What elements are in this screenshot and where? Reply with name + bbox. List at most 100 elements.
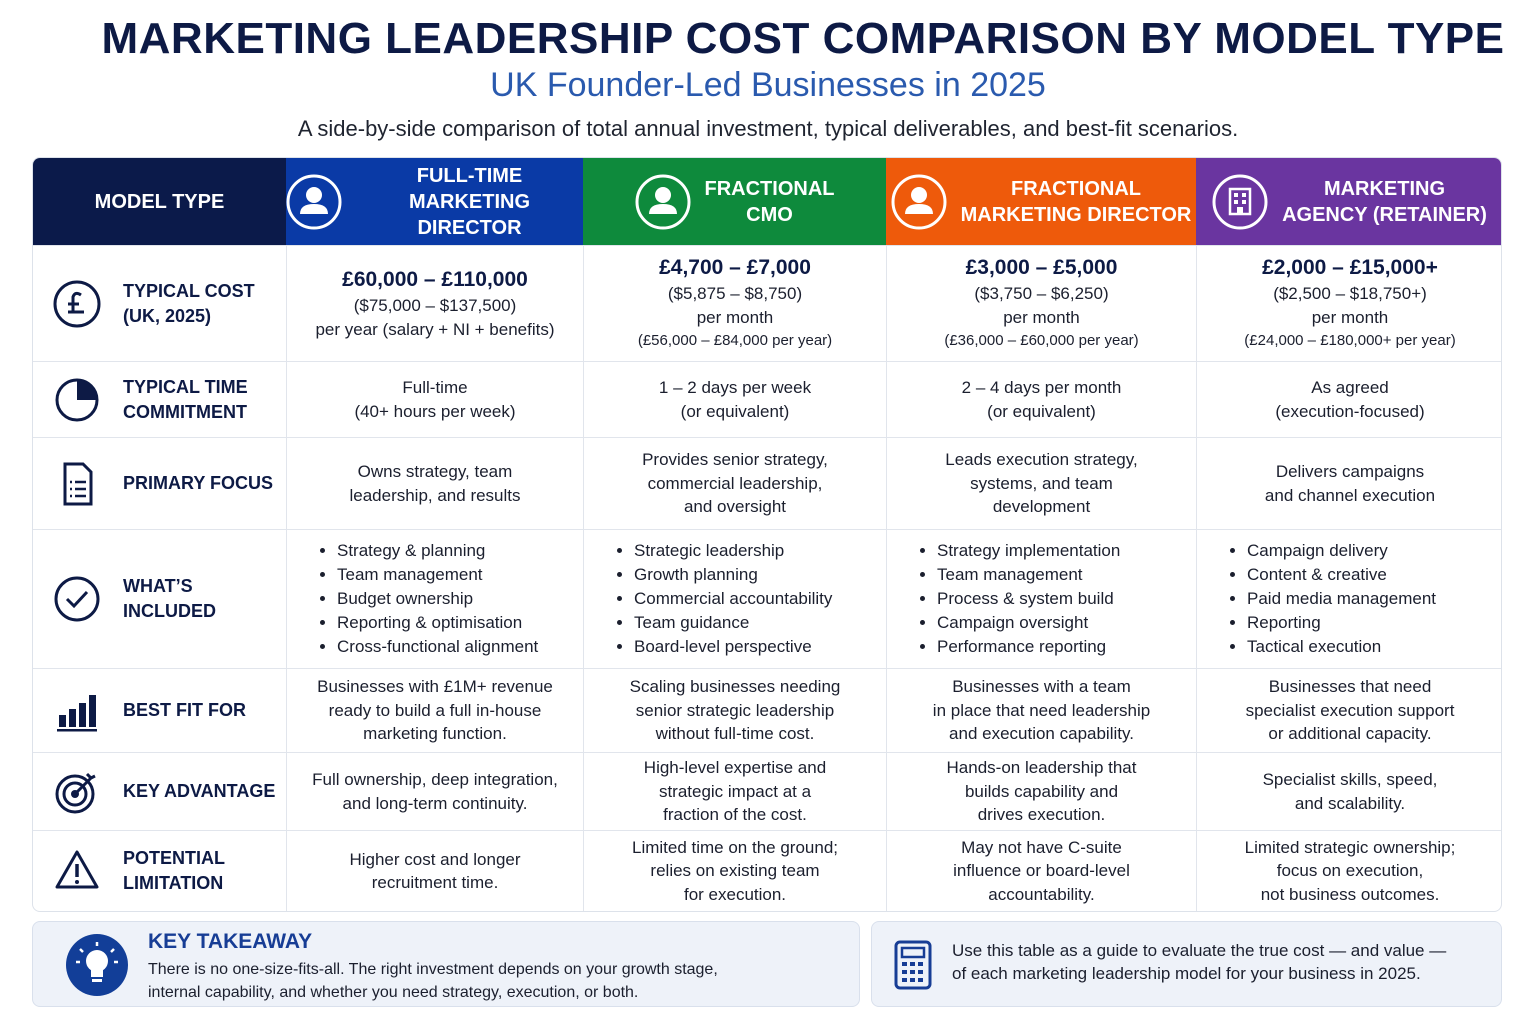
row-label-text: TYPICAL COST (UK, 2025) — [123, 279, 255, 329]
cell: Provides senior strategy, commercial lead… — [583, 437, 886, 529]
subtitle: UK Founder-Led Businesses in 2025 — [490, 66, 1046, 104]
price-usd: ($75,000 – $137,500) — [353, 296, 517, 315]
cell-line: (or equivalent) — [680, 401, 790, 421]
row-label: TYPICAL TIME COMMITMENT — [33, 361, 286, 437]
note-box: Use this table as a guide to evaluate th… — [871, 921, 1502, 1007]
row-icon — [53, 280, 101, 327]
cell-line: accountability. — [988, 884, 1095, 904]
bullet: Team management — [937, 563, 1196, 587]
calculator-icon — [894, 940, 932, 990]
cell-line: Leads execution strategy, — [945, 450, 1138, 470]
cell-line: development — [992, 497, 1091, 517]
row-icon — [54, 576, 100, 622]
column-title: FRACTIONAL MARKETING DIRECTOR — [961, 176, 1192, 228]
cell: £3,000 – £5,000 ($3,750 – $6,250) per mont… — [886, 245, 1196, 361]
cell: Hands-on leadership that builds capabilit… — [886, 752, 1196, 830]
price: £2,000 – £15,000+ — [1262, 256, 1438, 280]
price-period: per month — [696, 307, 774, 327]
cell-line: recruitment time. — [371, 873, 499, 892]
row-label-line: (UK, 2025) — [123, 305, 212, 326]
row-label-text: PRIMARY FOCUS — [123, 471, 273, 496]
cell: Leads execution strategy, systems, and te… — [886, 437, 1196, 529]
column-title-line: FRACTIONAL — [704, 177, 835, 200]
title: MARKETING LEADERSHIP COST COMPARISON BY … — [101, 14, 1505, 63]
price-period: per year (salary + NI + benefits) — [315, 319, 555, 339]
note-line: of each marketing leadership model for y… — [952, 964, 1421, 983]
cell-line: fraction of the cost. — [663, 805, 807, 825]
cell-line: without full-time cost. — [655, 724, 815, 744]
row-label-line: POTENTIAL LIMITATION — [123, 848, 225, 893]
cell-line: marketing function. — [363, 724, 507, 744]
cell: 2 – 4 days per month (or equivalent) — [886, 361, 1196, 437]
cell: Full ownership, deep integration, and lon… — [286, 752, 583, 830]
cell-line: (execution-focused) — [1275, 401, 1425, 421]
bullet: Reporting — [1247, 611, 1501, 635]
cell-line: drives execution. — [977, 805, 1106, 825]
bullet-list: Strategy & planningTeam managementBudget… — [287, 539, 583, 659]
bullet: Campaign delivery — [1247, 539, 1501, 563]
cell-line: Scaling businesses needing — [629, 677, 841, 697]
cell-line: Businesses that need — [1268, 677, 1432, 697]
cell-line: leadership, and results — [349, 485, 521, 505]
bullet: Strategic leadership — [634, 539, 886, 563]
cell-line: Owns strategy, team — [357, 462, 513, 481]
bullet: Cross-functional alignment — [337, 635, 583, 659]
cell-line: 2 – 4 days per month — [961, 378, 1122, 397]
cell: Owns strategy, team leadership, and resul… — [286, 437, 583, 529]
column-title-line: FRACTIONAL — [1011, 177, 1141, 200]
column-header: FRACTIONAL MARKETING DIRECTOR — [886, 158, 1196, 245]
row-label: PRIMARY FOCUS — [33, 437, 286, 529]
takeaway-box: KEY TAKEAWAY There is no one-size-fits-a… — [32, 921, 860, 1007]
header-cell: MODEL TYPE — [33, 158, 286, 245]
row-label-line: KEY ADVANTAGE — [123, 781, 276, 801]
cell: Full-time (40+ hours per week) — [286, 361, 583, 437]
cell-line: Higher cost and longer — [349, 849, 521, 869]
row-label-text: BEST FIT FOR — [123, 698, 246, 723]
bullet: Team guidance — [634, 611, 886, 635]
description: A side-by-side comparison of total annua… — [297, 116, 1239, 141]
cell: Limited strategic ownership; focus on exe… — [1196, 830, 1501, 911]
row-label-line: WHAT’S INCLUDED — [123, 576, 216, 621]
column-header: FULL-TIME MARKETING DIRECTOR — [286, 158, 583, 245]
cell-line: Businesses with a team — [952, 677, 1131, 697]
cell-line: Businesses with £1M+ revenue — [317, 677, 553, 697]
cell: May not have C-suite influence or board-l… — [886, 830, 1196, 911]
price-usd: ($3,750 – $6,250) — [974, 284, 1109, 304]
row-label-line: PRIMARY FOCUS — [123, 473, 274, 493]
row-label: KEY ADVANTAGE — [33, 752, 286, 830]
bullet: Process & system build — [937, 587, 1196, 611]
cell: £4,700 – £7,000 ($5,875 – $8,750) per mont… — [583, 245, 886, 361]
cell: As agreed (execution-focused) — [1196, 361, 1501, 437]
cell-line: May not have C-suite — [961, 837, 1122, 857]
column-title-line: AGENCY (RETAINER) — [1282, 203, 1487, 226]
cell: Strategy & planningTeam managementBudget… — [286, 529, 583, 668]
bullet-list: Strategic leadershipGrowth planningComme… — [584, 539, 886, 659]
row-icon — [55, 772, 96, 813]
note-line: Use this table as a guide to evaluate th… — [952, 941, 1447, 960]
cell-line: and channel execution — [1264, 485, 1436, 505]
row-label-text: WHAT’S INCLUDED — [123, 574, 286, 624]
cell-line: ready to build a full in-house — [328, 700, 542, 720]
cell: Businesses that need specialist execution… — [1196, 668, 1501, 752]
cell-line: Provides senior strategy, — [642, 450, 828, 470]
bullet: Team management — [337, 563, 583, 587]
cell-line: Limited strategic ownership; — [1244, 837, 1456, 857]
cell-line: and scalability. — [1294, 793, 1406, 813]
column-title-line: MARKETING DIRECTOR — [960, 203, 1192, 226]
cell-line: commercial leadership, — [647, 473, 823, 493]
cell: Campaign deliveryContent & creativePaid … — [1196, 529, 1501, 668]
column-title-line: MARKETING DIRECTOR — [408, 190, 531, 239]
bullet-list: Campaign deliveryContent & creativePaid … — [1197, 539, 1501, 659]
bullet: Strategy implementation — [937, 539, 1196, 563]
cell-line: High-level expertise and — [643, 758, 827, 778]
price-usd: ($5,875 – $8,750) — [667, 284, 803, 304]
cell: Scaling businesses needing senior strateg… — [583, 668, 886, 752]
row-icon — [55, 850, 99, 889]
cell: Specialist skills, speed, and scalability… — [1196, 752, 1501, 830]
bullet: Budget ownership — [337, 587, 583, 611]
takeaway-text: There is no one-size-fits-all. The right… — [148, 958, 718, 1004]
row-label: WHAT’S INCLUDED — [33, 529, 286, 668]
column-title: FRACTIONAL CMO — [705, 176, 835, 228]
column-title-line: FULL-TIME — [416, 164, 523, 187]
row-label: POTENTIAL LIMITATION — [33, 830, 286, 911]
